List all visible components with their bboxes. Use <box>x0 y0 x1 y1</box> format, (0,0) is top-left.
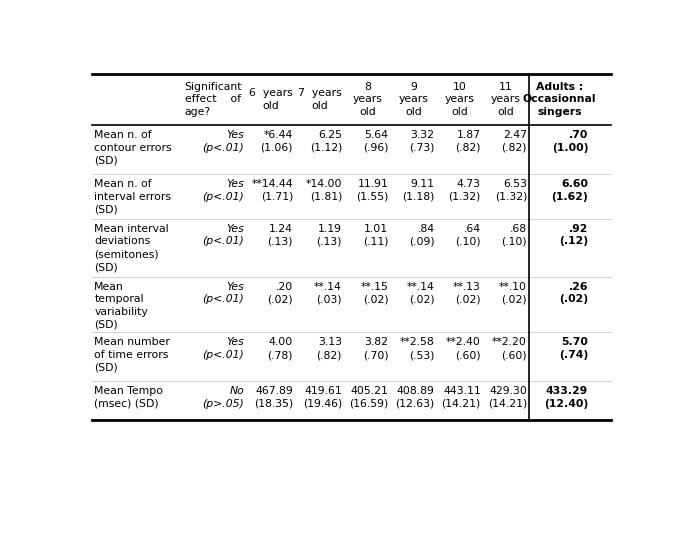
Text: Yes
(p<.01): Yes (p<.01) <box>202 179 244 202</box>
Text: 1.24
(.13): 1.24 (.13) <box>268 223 293 246</box>
Text: No
(p>.05): No (p>.05) <box>202 386 244 409</box>
Text: *6.44
(1.06): *6.44 (1.06) <box>261 130 293 153</box>
Text: 433.29
(12.40): 433.29 (12.40) <box>544 386 588 409</box>
Text: .64
(.10): .64 (.10) <box>455 223 481 246</box>
Text: 467.89
(18.35): 467.89 (18.35) <box>254 386 293 409</box>
Text: 10
years
old: 10 years old <box>445 82 475 117</box>
Text: 6.60
(1.62): 6.60 (1.62) <box>552 179 588 202</box>
Text: *14.00
(1.81): *14.00 (1.81) <box>305 179 342 202</box>
Text: **.15
(.02): **.15 (.02) <box>360 281 388 304</box>
Text: Mean n. of
interval errors
(SD): Mean n. of interval errors (SD) <box>94 179 172 215</box>
Text: Yes
(p<.01): Yes (p<.01) <box>202 223 244 246</box>
Text: 3.32
(.73): 3.32 (.73) <box>409 130 434 153</box>
Text: Significant
effect    of
age?: Significant effect of age? <box>185 82 242 117</box>
Text: **.10
(.02): **.10 (.02) <box>499 281 527 304</box>
Text: 408.89
(12.63): 408.89 (12.63) <box>395 386 434 409</box>
Text: **14.44
(1.71): **14.44 (1.71) <box>252 179 293 202</box>
Text: .20
(.02): .20 (.02) <box>268 281 293 304</box>
Text: 2.47
(.82): 2.47 (.82) <box>501 130 527 153</box>
Text: **.13
(.02): **.13 (.02) <box>453 281 481 304</box>
Text: .70
(1.00): .70 (1.00) <box>552 130 588 153</box>
Text: 1.01
(.11): 1.01 (.11) <box>363 223 388 246</box>
Text: 5.70
(.74): 5.70 (.74) <box>559 337 588 360</box>
Text: 4.00
(.78): 4.00 (.78) <box>268 337 293 360</box>
Text: 429.30
(14.21): 429.30 (14.21) <box>488 386 527 409</box>
Text: 11
years
old: 11 years old <box>491 82 521 117</box>
Text: .26
(.02): .26 (.02) <box>559 281 588 304</box>
Text: .84
(.09): .84 (.09) <box>409 223 434 246</box>
Text: 6  years
old: 6 years old <box>249 88 293 111</box>
Text: 9
years
old: 9 years old <box>399 82 429 117</box>
Text: Mean n. of
contour errors
(SD): Mean n. of contour errors (SD) <box>94 130 172 166</box>
Text: **.14
(.02): **.14 (.02) <box>407 281 434 304</box>
Text: **.14
(.03): **.14 (.03) <box>314 281 342 304</box>
Text: 11.91
(1.55): 11.91 (1.55) <box>356 179 388 202</box>
Text: Adults :
Occasionnal
singers: Adults : Occasionnal singers <box>523 82 596 117</box>
Text: Mean interval
deviations
(semitones)
(SD): Mean interval deviations (semitones) (SD… <box>94 223 169 272</box>
Text: 7  years
old: 7 years old <box>298 88 342 111</box>
Text: 9.11
(1.18): 9.11 (1.18) <box>402 179 434 202</box>
Text: .92
(.12): .92 (.12) <box>559 223 588 246</box>
Text: 405.21
(16.59): 405.21 (16.59) <box>349 386 388 409</box>
Text: Mean Tempo
(msec) (SD): Mean Tempo (msec) (SD) <box>94 386 163 409</box>
Text: **2.20
(.60): **2.20 (.60) <box>492 337 527 360</box>
Text: 4.73
(1.32): 4.73 (1.32) <box>449 179 481 202</box>
Text: **2.40
(.60): **2.40 (.60) <box>446 337 481 360</box>
Text: Yes
(p<.01): Yes (p<.01) <box>202 130 244 153</box>
Text: 6.25
(1.12): 6.25 (1.12) <box>309 130 342 153</box>
Text: 3.82
(.70): 3.82 (.70) <box>363 337 388 360</box>
Text: 1.87
(.82): 1.87 (.82) <box>456 130 481 153</box>
Text: 5.64
(.96): 5.64 (.96) <box>363 130 388 153</box>
Text: 419.61
(19.46): 419.61 (19.46) <box>303 386 342 409</box>
Text: .68
(.10): .68 (.10) <box>501 223 527 246</box>
Text: Yes
(p<.01): Yes (p<.01) <box>202 337 244 360</box>
Text: Mean
temporal
variability
(SD): Mean temporal variability (SD) <box>94 281 148 330</box>
Text: 6.53
(1.32): 6.53 (1.32) <box>495 179 527 202</box>
Text: **2.58
(.53): **2.58 (.53) <box>400 337 434 360</box>
Text: 3.13
(.82): 3.13 (.82) <box>316 337 342 360</box>
Text: Mean number
of time errors
(SD): Mean number of time errors (SD) <box>94 337 170 373</box>
Text: 443.11
(14.21): 443.11 (14.21) <box>442 386 481 409</box>
Text: 8
years
old: 8 years old <box>353 82 382 117</box>
Text: 1.19
(.13): 1.19 (.13) <box>316 223 342 246</box>
Text: Yes
(p<.01): Yes (p<.01) <box>202 281 244 304</box>
